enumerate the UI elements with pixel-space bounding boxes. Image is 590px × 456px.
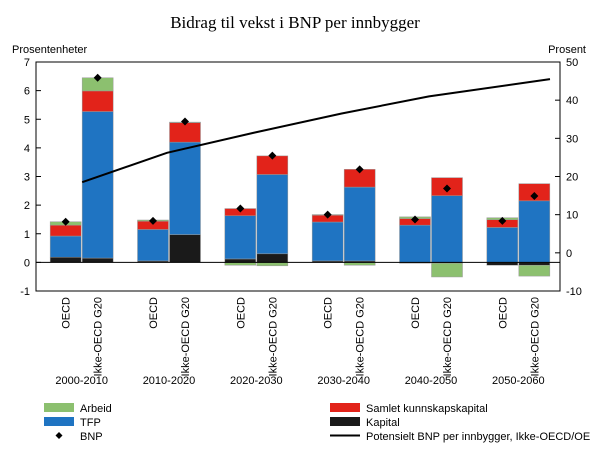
right-tick-label: 20 (566, 172, 578, 184)
period-label: 2040-2050 (405, 375, 458, 387)
left-tick-label: 2 (24, 200, 30, 212)
bnp-marker (181, 117, 189, 126)
legend-diamond (55, 432, 63, 439)
bar-segment-tfp (169, 141, 201, 235)
bar-segment-arbeid (431, 262, 463, 278)
bnp-marker (149, 216, 157, 225)
legend-swatch (330, 403, 360, 412)
bnp-marker (443, 184, 451, 193)
bnp-markers (61, 73, 539, 226)
potential-bnp-line (81, 78, 551, 184)
bar-segment-kapital (81, 257, 114, 263)
bar-segment-tfp (49, 235, 82, 258)
legend-label: Potensielt BNP per innbygger, Ikke-OECD/… (366, 431, 590, 443)
bar-label-ikke-oecd: Ikke-OECD G20 (267, 297, 279, 376)
right-tick-label: 30 (566, 133, 578, 145)
legend: Arbeid Samlet kunnskapskapital TFP Kapital B… (44, 403, 590, 443)
bar-label-ikke-oecd: Ikke-OECD G20 (355, 297, 367, 376)
legend-label: Kapital (366, 417, 400, 429)
left-tick-label: 1 (24, 229, 30, 241)
bar-segment-kapital (169, 234, 201, 263)
bar-segment-tfp (137, 229, 169, 262)
right-tick-label: -10 (566, 286, 582, 298)
bar-label-oecd: OECD (497, 297, 509, 329)
left-tick-label: 5 (24, 114, 30, 126)
legend-label: Arbeid (80, 403, 112, 415)
bar-segment-arbeid (256, 262, 289, 267)
left-axis-label: Prosentenheter (12, 44, 88, 56)
bnp-marker (498, 216, 507, 225)
right-axis-label: Prosent (548, 44, 586, 56)
period-label: 2050-2060 (492, 375, 545, 387)
bar-segment-samlet-kunnskapskapital (169, 122, 201, 143)
bar-segment-arbeid (518, 264, 551, 277)
bar-segment-samlet-kunnskapskapital (81, 90, 114, 112)
period-label: 2010-2020 (143, 375, 196, 387)
bnp-marker (61, 217, 70, 226)
potential-line-layer (81, 78, 551, 184)
bar-label-oecd: OECD (235, 297, 247, 329)
bar-segment-kapital (49, 256, 82, 263)
right-tick-label: 0 (566, 248, 572, 260)
left-tick-label: 6 (24, 86, 30, 98)
right-tick-label: 50 (566, 57, 578, 69)
plot-area (35, 61, 561, 292)
left-axis-ticks: -1 0 1 2 3 4 5 6 7 (20, 57, 41, 298)
bar-segment-tfp (81, 111, 114, 259)
bar-label-oecd: OECD (148, 297, 160, 329)
right-tick-label: 10 (566, 210, 578, 222)
legend-swatch (44, 417, 74, 426)
left-tick-label: 3 (24, 172, 30, 184)
bar-segment-tfp (311, 221, 344, 262)
legend-swatch (44, 403, 74, 412)
bar-segment-tfp (518, 200, 551, 263)
period-label: 2000-2010 (55, 375, 108, 387)
bnp-marker (93, 73, 102, 82)
bar-segment-tfp (399, 224, 431, 263)
bar-segment-tfp (486, 227, 519, 263)
bnp-marker (323, 210, 332, 219)
bar-label-ikke-oecd: Ikke-OECD G20 (442, 297, 454, 376)
bnp-marker (530, 191, 539, 200)
bar-segment-kapital (256, 253, 289, 263)
category-labels: OECD Ikke-OECD G20 OECD Ikke-OECD G20 OECD Ik… (61, 297, 542, 377)
legend-swatch (330, 417, 360, 426)
legend-label: BNP (80, 431, 103, 443)
left-tick-label: -1 (20, 286, 30, 298)
right-axis-ticks: -10 0 10 20 30 40 50 (555, 57, 582, 298)
bar-label-oecd: OECD (323, 297, 335, 329)
right-tick-label: 40 (566, 95, 578, 107)
left-tick-label: 4 (24, 143, 30, 155)
bars (49, 77, 551, 278)
period-labels: 2000-2010 2010-2020 2020-2030 2030-2040 2040… (55, 375, 544, 387)
bnp-marker (268, 151, 277, 160)
bar-segment-tfp (224, 215, 257, 260)
bar-label-oecd: OECD (410, 297, 422, 329)
period-label: 2030-2040 (317, 375, 370, 387)
bnp-marker (236, 204, 245, 213)
bar-segment-tfp (343, 186, 376, 262)
bar-segment-samlet-kunnskapskapital (49, 224, 82, 237)
bar-segment-tfp (256, 174, 289, 255)
bar-segment-tfp (431, 195, 463, 263)
bar-segment-kapital (224, 258, 257, 263)
left-tick-label: 0 (24, 257, 30, 269)
bar-label-ikke-oecd: Ikke-OECD G20 (529, 297, 541, 376)
left-tick-label: 7 (24, 57, 30, 69)
bar-label-oecd: OECD (61, 297, 73, 329)
legend-label: Samlet kunnskapskapital (366, 403, 488, 415)
chart-title: Bidrag til vekst i BNP per innbygger (170, 13, 420, 32)
bar-label-ikke-oecd: Ikke-OECD G20 (180, 297, 192, 376)
bnp-marker (411, 215, 419, 224)
period-label: 2020-2030 (230, 375, 283, 387)
legend-label: TFP (80, 417, 101, 429)
bnp-marker (355, 165, 364, 174)
bar-label-ikke-oecd: Ikke-OECD G20 (93, 297, 105, 376)
